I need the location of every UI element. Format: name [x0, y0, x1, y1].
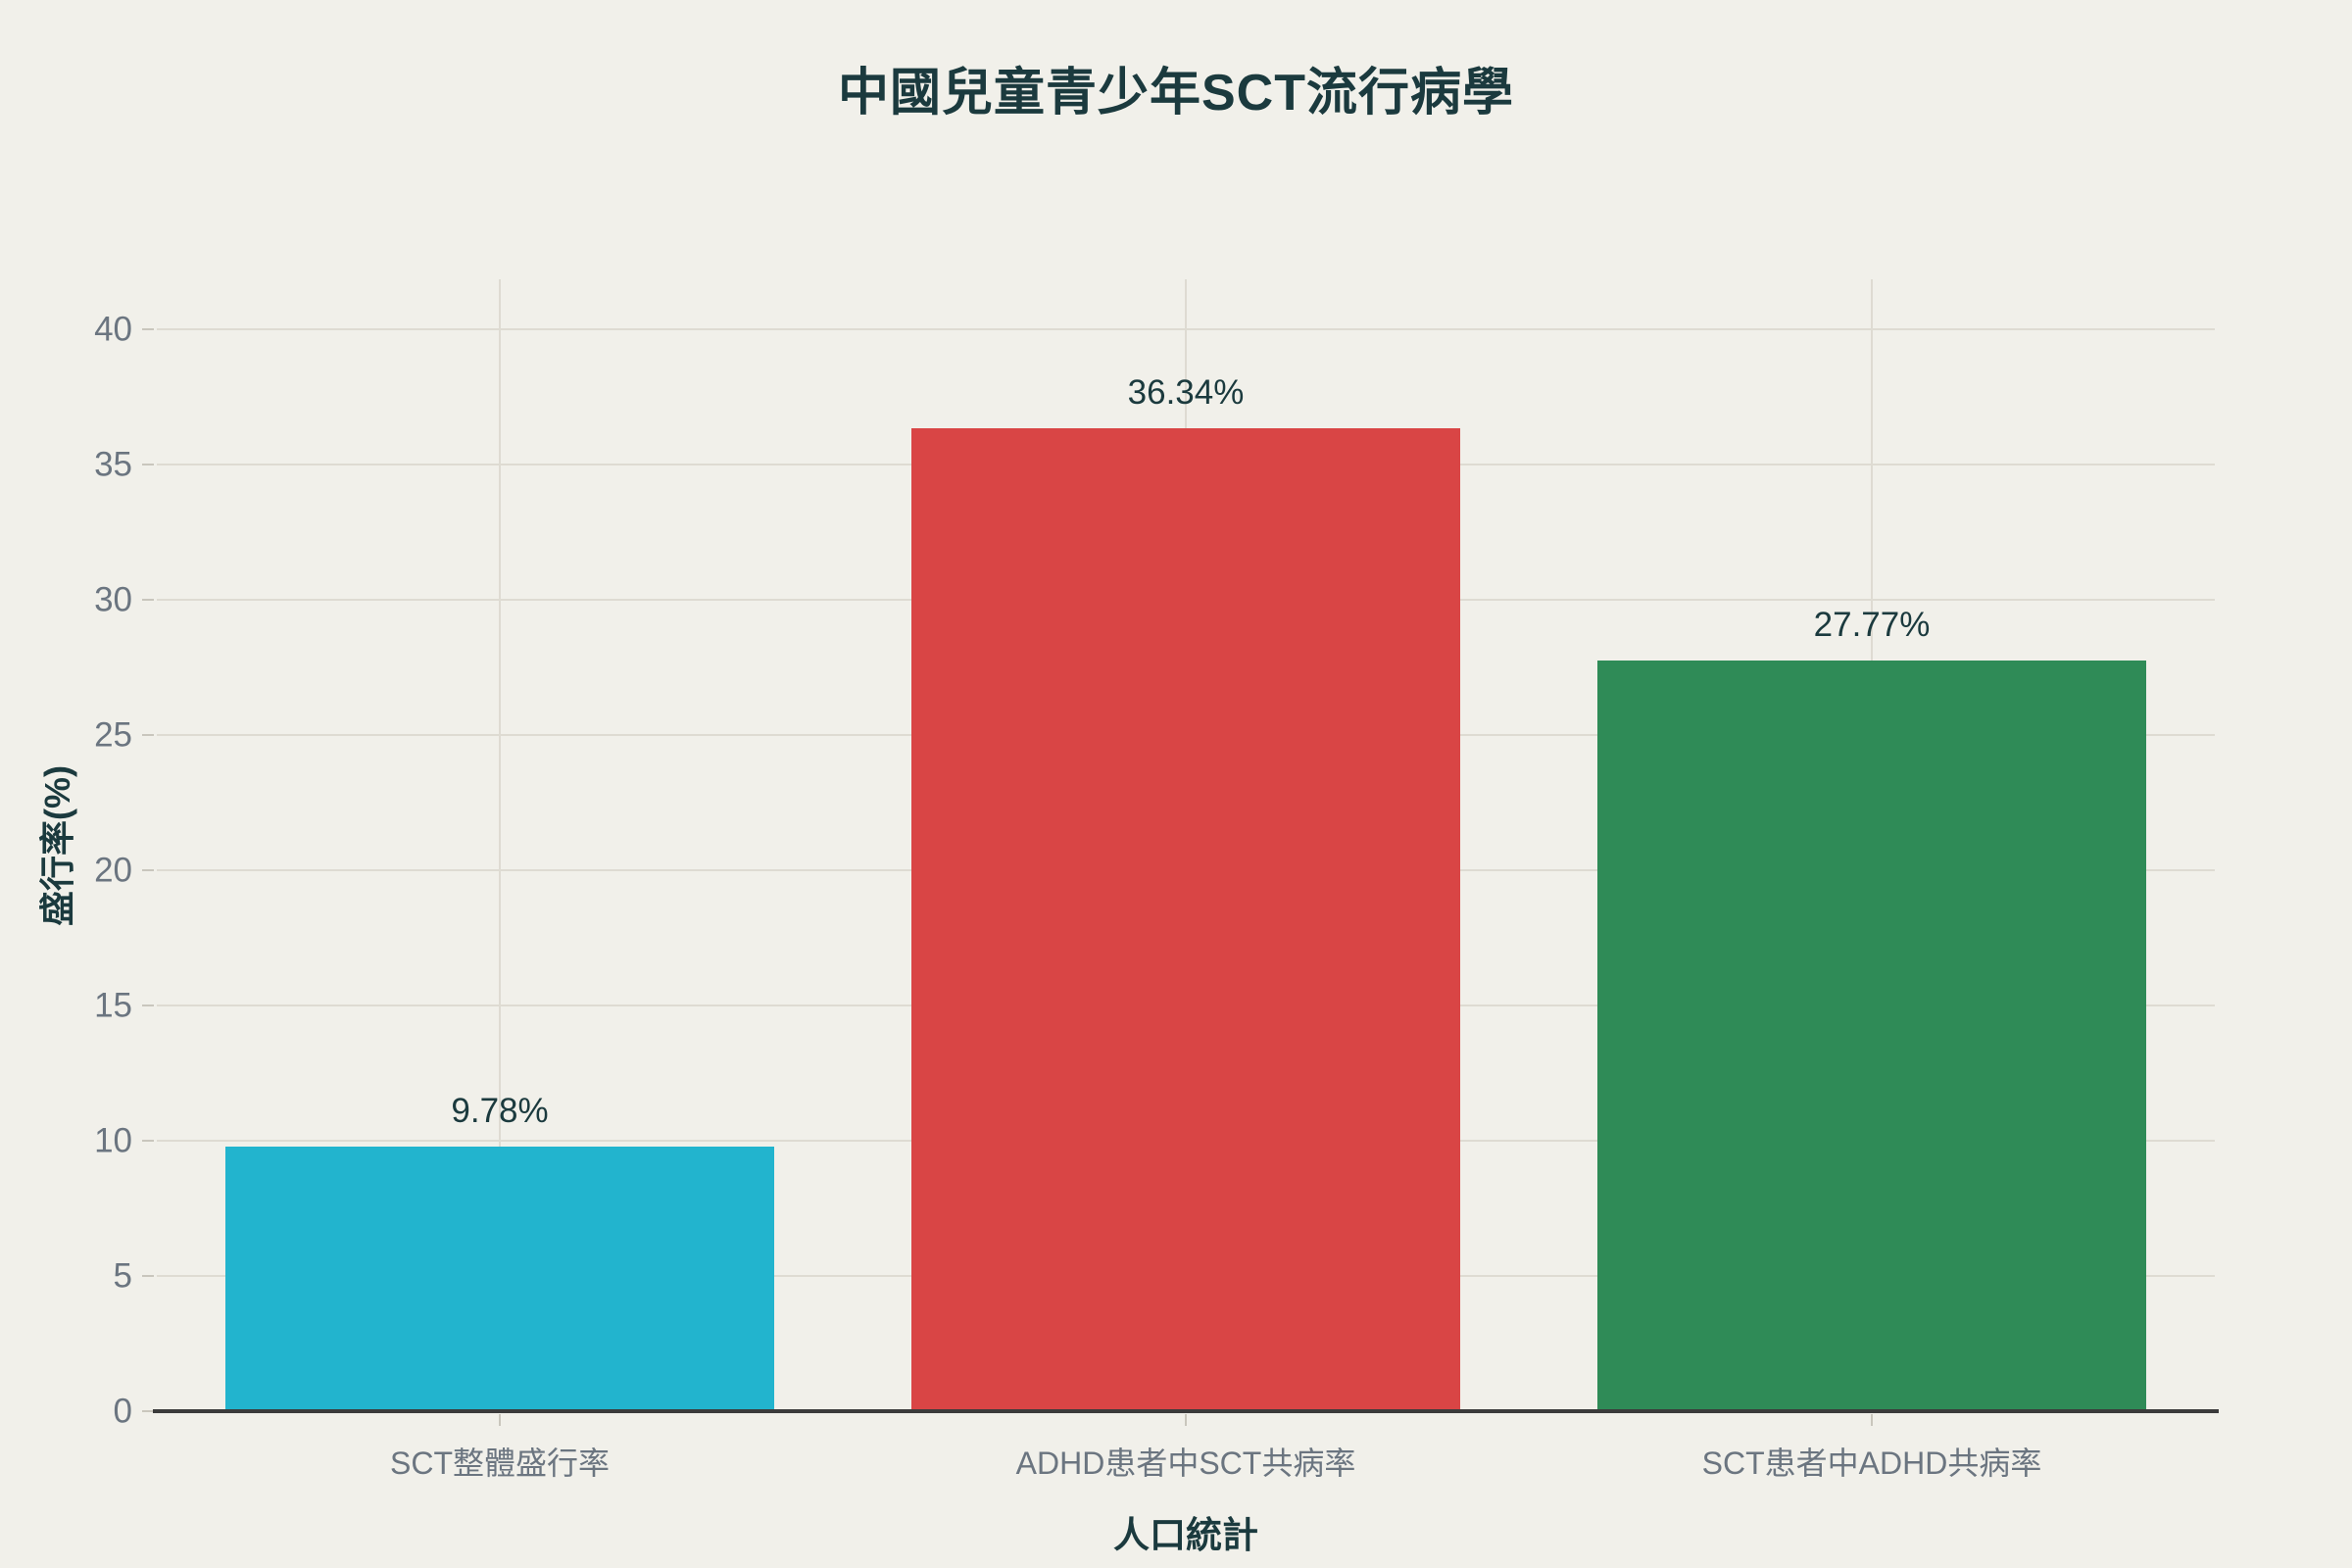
- y-tick-label-15: 15: [94, 986, 132, 1025]
- y-tick-label-20: 20: [94, 851, 132, 890]
- y-tick-label-40: 40: [94, 310, 132, 349]
- y-tick-mark-40: [142, 328, 154, 330]
- y-tick-mark-5: [142, 1275, 154, 1277]
- x-tick-mark-1: [499, 1414, 501, 1426]
- y-tick-mark-30: [142, 599, 154, 601]
- y-tick-mark-0: [142, 1410, 154, 1412]
- bar-3: [1597, 661, 2146, 1411]
- chart-title: 中國兒童青少年SCT流行病學: [837, 65, 1514, 122]
- y-tick-mark-25: [142, 734, 154, 736]
- y-tick-mark-15: [142, 1004, 154, 1006]
- y-tick-mark-20: [142, 869, 154, 871]
- y-tick-mark-10: [142, 1140, 154, 1142]
- x-category-label-2: ADHD患者中SCT共病率: [1015, 1446, 1356, 1481]
- bar-2: [911, 428, 1460, 1411]
- chart-plot-area: 9.78% 36.34% 27.77% 0 5 10 15 20 25 30 35 40 SCT整體…: [37, 279, 2219, 1555]
- y-tick-label-35: 35: [94, 445, 132, 484]
- bar-value-label-2: 36.34%: [1127, 373, 1245, 412]
- y-tick-label-10: 10: [94, 1121, 132, 1160]
- y-tick-mark-35: [142, 464, 154, 466]
- v-gridline-1: [499, 279, 501, 1411]
- y-axis-title: 盛行率(%): [37, 764, 77, 926]
- x-category-label-3: SCT患者中ADHD共病率: [1701, 1446, 2042, 1481]
- bar-value-label-3: 27.77%: [1813, 606, 1931, 644]
- x-axis-line: [153, 1409, 2219, 1413]
- y-tick-label-30: 30: [94, 580, 132, 619]
- x-tick-mark-2: [1185, 1414, 1187, 1426]
- bar-value-label-1: 9.78%: [451, 1092, 549, 1130]
- x-tick-mark-3: [1871, 1414, 1873, 1426]
- x-axis-title: 人口統計: [1113, 1515, 1258, 1555]
- y-tick-label-0: 0: [113, 1392, 132, 1431]
- y-tick-label-25: 25: [94, 715, 132, 755]
- bar-1: [225, 1147, 774, 1411]
- y-tick-label-5: 5: [113, 1256, 132, 1296]
- y-axis-title-wrap: 盛行率(%): [24, 279, 85, 1411]
- x-category-label-1: SCT整體盛行率: [389, 1446, 610, 1481]
